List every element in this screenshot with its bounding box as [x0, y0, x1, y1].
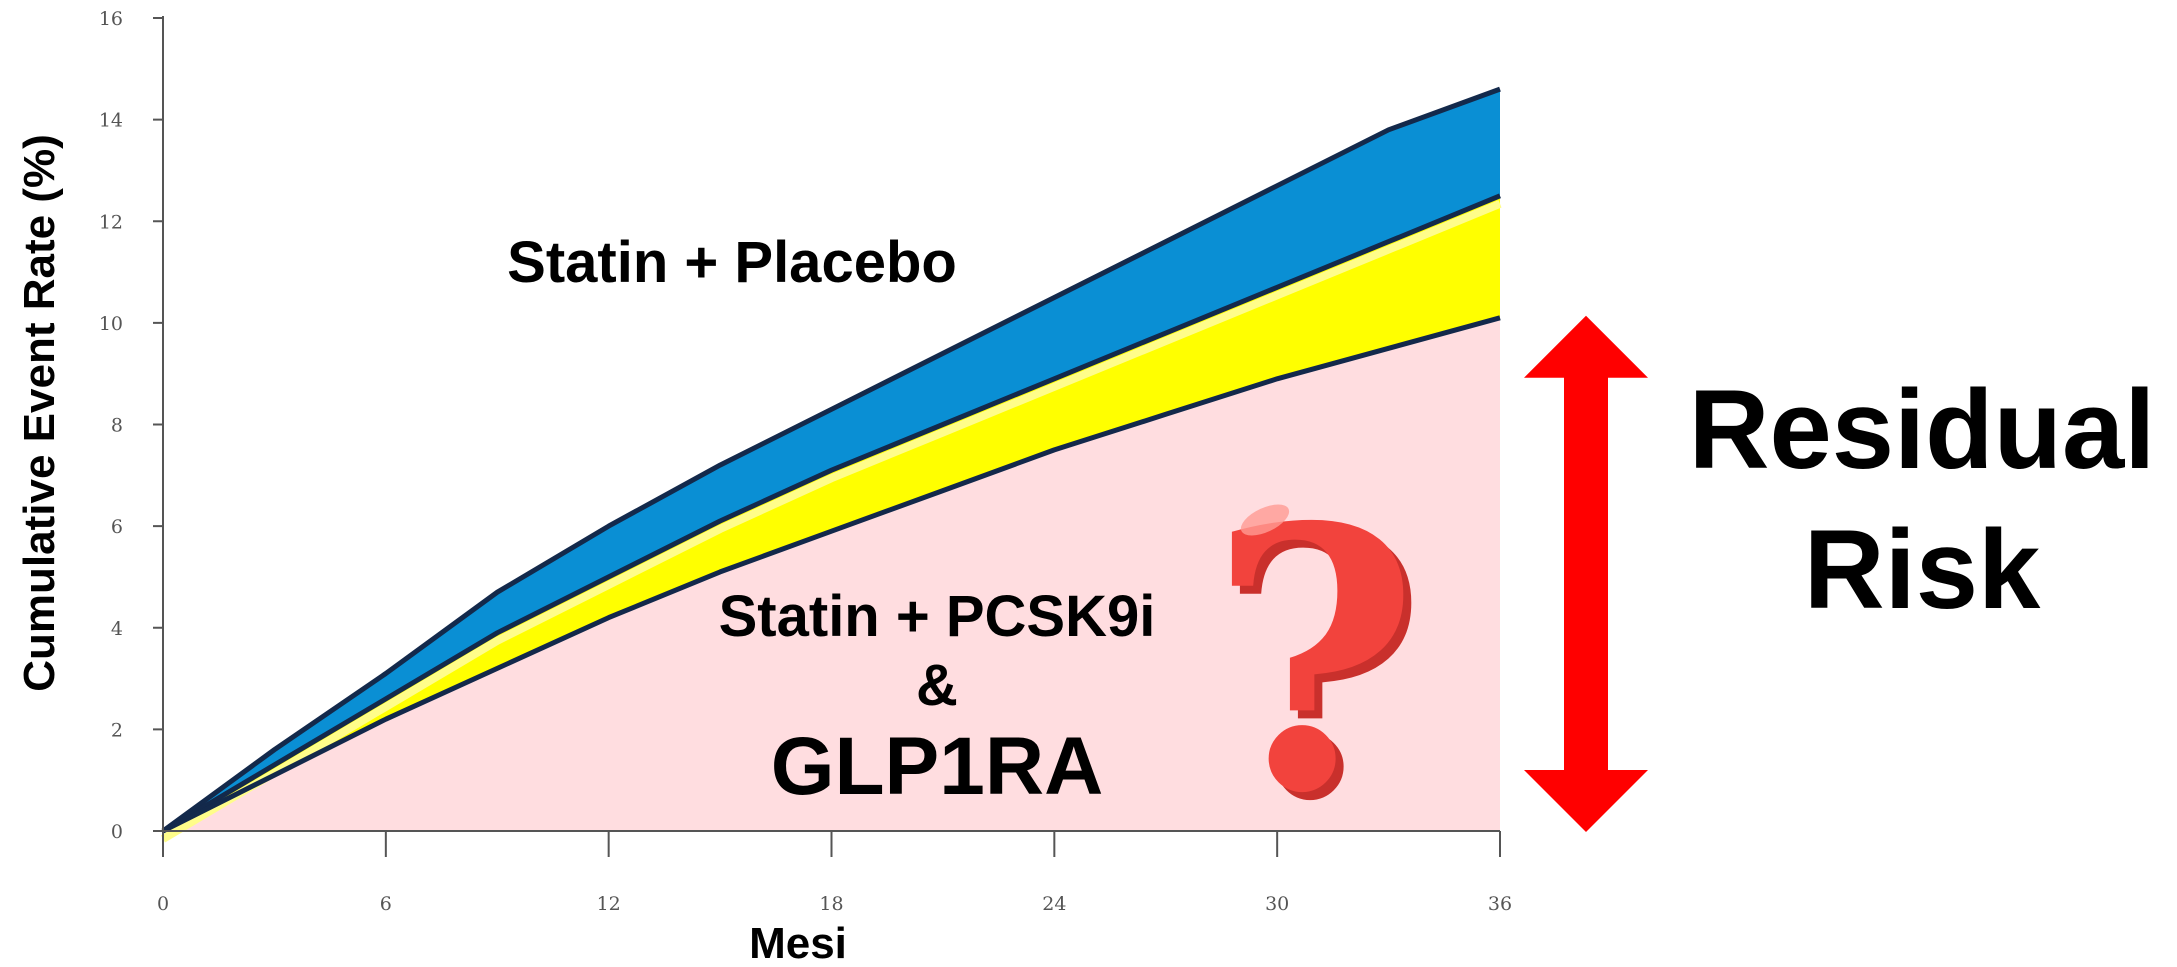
x-tick-label: 36 — [1488, 893, 1512, 915]
y-tick-label: 10 — [99, 313, 123, 335]
y-tick-label: 14 — [99, 110, 123, 132]
x-tick-label: 12 — [597, 893, 621, 915]
x-tick-label: 18 — [819, 893, 843, 915]
chart-areas — [160, 86, 1502, 843]
x-tick-label: 0 — [157, 893, 169, 915]
series-area-2 — [163, 317, 1500, 831]
y-tick-label: 4 — [111, 618, 123, 640]
svg-text:?: ? — [1209, 449, 1420, 872]
y-tick-label: 6 — [111, 516, 123, 538]
y-tick-label: 12 — [99, 211, 123, 233]
series-line-1 — [161, 193, 1501, 834]
x-tick-label: 6 — [380, 893, 392, 915]
y-axis-label: Cumulative Event Rate (%) — [15, 134, 64, 691]
series-highlight-band — [160, 200, 1502, 843]
y-tick-label: 8 — [111, 415, 123, 437]
annotation-risk: Risk — [1804, 507, 2041, 632]
residual-risk-arrow — [1524, 315, 1648, 832]
x-axis-label: Mesi — [749, 919, 847, 967]
y-tick-label: 2 — [111, 719, 123, 741]
annotation-residual: Residual — [1689, 367, 2156, 492]
annotation-glp1ra: GLP1RA — [771, 721, 1104, 812]
series-line-2 — [161, 315, 1501, 834]
series-line-0 — [161, 86, 1501, 834]
annotation-statin-pcsk9i: Statin + PCSK9i — [719, 584, 1156, 649]
annotation-ampersand: & — [916, 653, 958, 718]
x-tick-label: 30 — [1265, 893, 1289, 915]
double-arrow-icon — [1524, 315, 1648, 832]
x-tick-label: 24 — [1042, 893, 1066, 915]
y-tick-label: 0 — [111, 821, 123, 843]
question-mark-icon: ? ? — [1209, 449, 1428, 880]
y-tick-label: 16 — [99, 8, 123, 30]
annotation-statin-placebo: Statin + Placebo — [507, 230, 957, 295]
